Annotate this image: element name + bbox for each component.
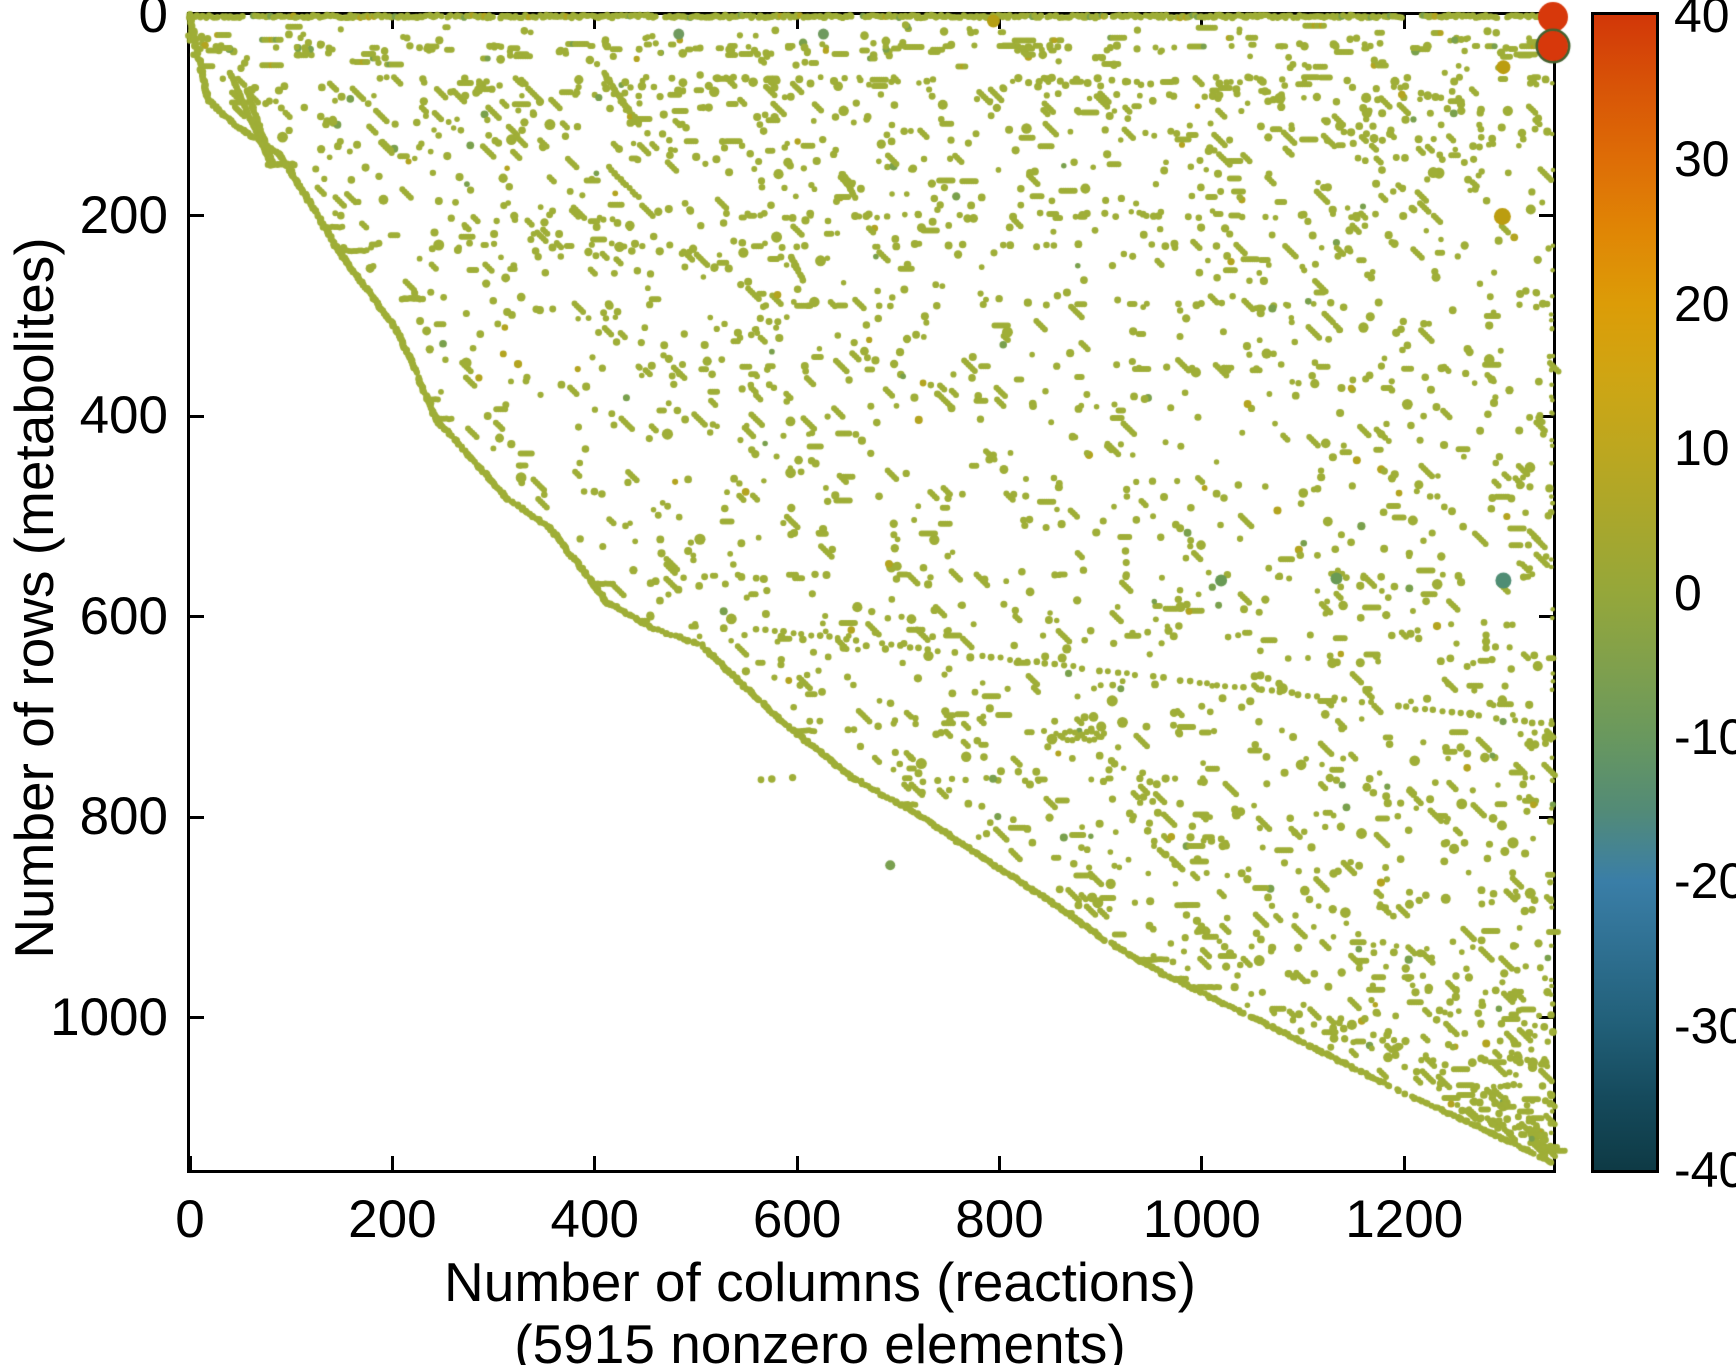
colorbar-tick-label--10: -10	[1674, 708, 1736, 765]
x-axis-label: Number of columns (reactions)	[444, 1251, 1196, 1313]
x-tick-label-1000: 1000	[1142, 1190, 1261, 1249]
plot-area	[187, 12, 1556, 1173]
x-tick-label-1200: 1200	[1345, 1190, 1464, 1249]
colorbar	[1591, 12, 1659, 1173]
colorbar-tick-label-40: 40	[1674, 0, 1730, 43]
y-axis-label: Number of rows (metabolites)	[3, 237, 65, 959]
colorbar-tick-label-10: 10	[1674, 420, 1730, 477]
colorbar-tick-label--30: -30	[1674, 997, 1736, 1054]
colorbar-gradient	[1594, 15, 1656, 1170]
colorbar-tick-label-20: 20	[1674, 275, 1730, 332]
colorbar-tick-label--40: -40	[1674, 1142, 1736, 1198]
colorbar-tick-label-30: 30	[1674, 131, 1730, 188]
x-tick-label-400: 400	[550, 1190, 639, 1249]
colorbar-tick-label-0: 0	[1674, 564, 1702, 621]
x-tick-label-800: 800	[955, 1190, 1044, 1249]
x-tick-label-200: 200	[348, 1190, 437, 1249]
colorbar-tick-label--20: -20	[1674, 853, 1736, 910]
x-tick-label-600: 600	[752, 1190, 842, 1249]
x-axis-sublabel-nonzero-count: (5915 nonzero elements)	[514, 1313, 1126, 1365]
x-tick-label-0: 0	[175, 1190, 205, 1249]
